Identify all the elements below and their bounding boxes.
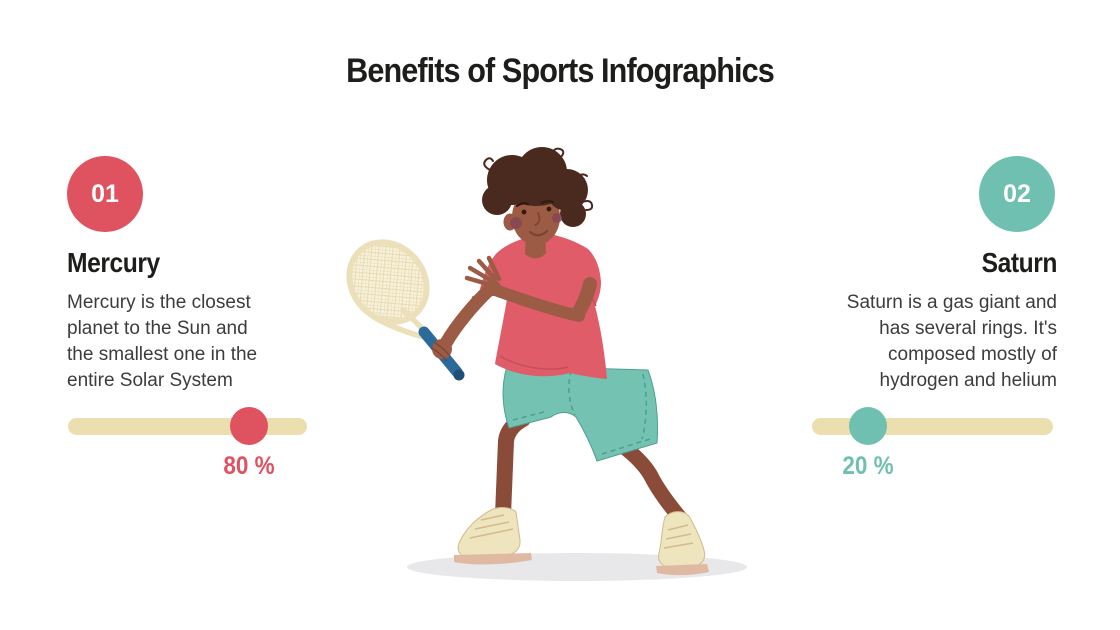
back-shoe-sole [656, 564, 709, 576]
face-features [510, 200, 562, 237]
saturn-card: 02 Saturn Saturn is a gas giant and has … [813, 156, 1057, 394]
mercury-slider-track[interactable] [68, 418, 307, 435]
right-eye [546, 206, 552, 212]
nose [534, 212, 541, 226]
racket-head [346, 239, 430, 325]
mercury-heading: Mercury [67, 247, 160, 278]
saturn-description-line: hydrogen and helium [879, 370, 1057, 391]
tennis-racket [346, 239, 465, 381]
step-02-number: 02 [1003, 179, 1031, 208]
front-leg [495, 411, 531, 523]
open-hand-arm [464, 255, 597, 322]
mercury-description-line: planet to the Sun and [67, 318, 248, 339]
saturn-description-line: composed mostly of [888, 344, 1057, 365]
mercury-slider-knob[interactable] [230, 407, 268, 445]
left-eye [521, 209, 527, 215]
step-01-number: 01 [91, 179, 119, 208]
saturn-heading: Saturn [981, 247, 1058, 278]
mercury-description-line: entire Solar System [67, 370, 233, 391]
front-shoe-sole [454, 553, 532, 565]
front-shoe [454, 507, 532, 565]
mercury-progress-slider[interactable]: 80 % [68, 407, 307, 494]
back-shoe [656, 511, 709, 576]
saturn-description: Saturn is a gas giant and has several ri… [813, 290, 1057, 394]
hair [482, 147, 588, 227]
step-02-badge: 02 [979, 156, 1055, 232]
mercury-description-line: Mercury is the closest [67, 292, 251, 313]
saturn-description-line: has several rings. It's [879, 318, 1057, 339]
saturn-progress-slider[interactable]: 20 % [812, 407, 1053, 494]
tennis-player-illustration [346, 147, 747, 581]
spread-fingers [464, 255, 502, 301]
racket-grip-end [453, 369, 465, 381]
mercury-percent-label: 80 % [223, 452, 275, 480]
saturn-percent-label: 20 % [842, 452, 894, 480]
shorts [502, 365, 659, 462]
saturn-slider-knob[interactable] [849, 407, 887, 445]
mercury-description-line: the smallest one in the [67, 344, 258, 365]
page-title: Benefits of Sports Infographics [346, 52, 775, 90]
mercury-card: 01 Mercury Mercury is the closest planet… [67, 156, 311, 394]
step-01-badge: 01 [67, 156, 143, 232]
mouth [528, 229, 549, 237]
gripping-hand [431, 339, 452, 362]
saturn-description-line: Saturn is a gas giant and [846, 292, 1057, 313]
right-cheek [552, 213, 562, 223]
left-cheek [510, 217, 522, 229]
mercury-description: Mercury is the closest planet to the Sun… [67, 290, 311, 394]
eyebrows [515, 200, 555, 208]
hair-curls [483, 147, 594, 211]
